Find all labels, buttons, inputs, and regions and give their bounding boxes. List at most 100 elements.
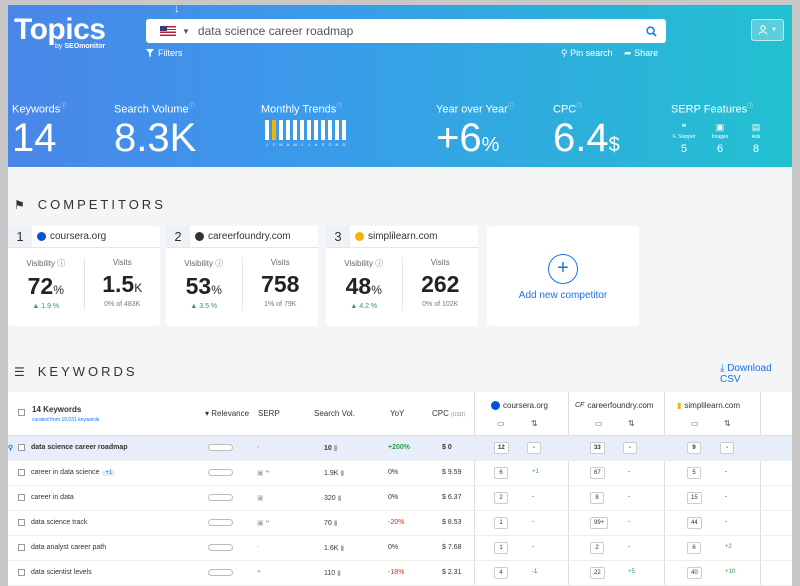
trend-month-label: A (314, 142, 318, 147)
visits-stat: Visits 262 0% of 102K (401, 258, 479, 310)
metric-cpc: CPCⓘ 6.4$ (553, 101, 620, 165)
relevance-column-header[interactable]: ▾ Relevance (205, 409, 250, 418)
keyword-text: career in data (31, 494, 74, 501)
competitor-card[interactable]: 1 coursera.org Visibility ⓘ 72% ▲ 1.9 % Visit… (8, 226, 160, 326)
domain-label: simplilearn.com (368, 231, 438, 242)
row-checkbox[interactable] (18, 469, 25, 476)
metric-keywords: Keywordsⓘ 14 (12, 101, 66, 158)
metric-unit: % (481, 133, 500, 156)
variant-badge[interactable]: +1 (102, 470, 116, 476)
yoy-column-header[interactable]: YoY (390, 409, 405, 418)
metric-value: 14 (12, 115, 57, 160)
keyword-cell[interactable]: data analyst career path (31, 544, 106, 551)
keyword-cell[interactable]: data science career roadmap (31, 444, 128, 451)
trend-month-label: F (272, 142, 276, 147)
stat-value: 72 (27, 273, 54, 299)
desktop-icon[interactable]: ▭ (691, 419, 699, 428)
us-flag-icon[interactable] (160, 26, 176, 36)
keyword-cell[interactable]: career in data (31, 494, 74, 501)
cpc-cell: $ 0 (442, 444, 452, 451)
stat-value: 262 (421, 271, 460, 297)
table-row[interactable]: career in data science +1 ▣ ❝ 1.9K ▮ 0% $ 9.5… (8, 461, 792, 486)
rank-change-cell: - (628, 544, 630, 550)
row-checkbox[interactable] (18, 569, 25, 576)
rank-cell: 6 (687, 542, 701, 554)
search-vol-value: 10 (324, 445, 332, 452)
row-checkbox[interactable] (18, 519, 25, 526)
desktop-icon[interactable]: ▭ (497, 419, 505, 428)
yoy-cell: -20% (388, 519, 405, 526)
stat-label: Visits (430, 258, 450, 267)
desktop-icon[interactable]: ▭ (595, 419, 603, 428)
row-checkbox[interactable] (18, 494, 25, 501)
serp-feature-count: 6 (716, 142, 724, 155)
competitor-card[interactable]: 3 simplilearn.com Visibility ⓘ 48% ▲ 4.2 % Vi… (326, 226, 478, 326)
sort-icon[interactable]: ⇅ (628, 419, 635, 428)
add-competitor-button[interactable]: + Add new competitor (487, 226, 639, 326)
download-csv-button[interactable]: ⤓ Download CSV (720, 363, 792, 385)
info-icon: ⓘ (60, 104, 67, 110)
trend-bar (342, 120, 346, 140)
stat-label: Visibility (184, 259, 213, 268)
keyword-cell[interactable]: data scientist levels (31, 569, 92, 576)
column-divider (760, 392, 761, 586)
relevance-bar (208, 469, 233, 476)
yoy-cell: 0% (388, 494, 399, 501)
serp-column-header[interactable]: SERP (258, 409, 280, 418)
stat-label: Visibility (26, 259, 55, 268)
pin-icon: ⚲ (561, 48, 568, 58)
trend-month-label: S (321, 142, 325, 147)
search-vol-cell: 1.9K ▮ (324, 469, 344, 477)
serp-feature-name: Images (711, 133, 729, 140)
search-vol-value: 1.6K (324, 545, 339, 552)
rank-change-cell: - (532, 519, 534, 525)
curated-link[interactable]: curated from 10,031 keywords (32, 417, 100, 423)
row-checkbox[interactable] (18, 544, 25, 551)
metric-label: Keywords (12, 103, 61, 116)
table-row[interactable]: career in data ▣ 320 ▮ 0% $ 6.37 2 - 8 - 15 - (8, 486, 792, 511)
search-vol-column-header[interactable]: Search Vol. (314, 409, 355, 418)
competitor-card[interactable]: 2 careerfoundry.com Visibility ⓘ 53% ▲ 3.5 %… (166, 226, 318, 326)
user-menu-button[interactable]: ▼ (751, 19, 784, 41)
pin-search-button[interactable]: ⚲ Pin search (561, 48, 613, 59)
trend-month-label: J (308, 142, 310, 147)
search-vol-cell: 70 ▮ (324, 519, 338, 527)
stat-label: Visibility (344, 259, 373, 268)
sort-icon[interactable]: ⇅ (531, 419, 538, 428)
rank-cell: 67 (590, 467, 605, 479)
table-row[interactable]: ⚲ data science career roadmap - 10 ▮ +200% $ … (8, 436, 792, 461)
table-row[interactable]: data analyst career path - 1.6K ▮ 0% $ 7.68 1… (8, 536, 792, 561)
stat-value: 48 (345, 273, 372, 299)
competitor-domain[interactable]: coursera.org (32, 226, 106, 247)
search-input[interactable]: data science career roadmap (197, 24, 354, 38)
stat-unit: % (371, 283, 382, 297)
sort-icon[interactable]: ⇅ (724, 419, 731, 428)
cpc-cell: $ 2.31 (442, 569, 462, 576)
stat-value: 758 (261, 271, 300, 297)
filters-button[interactable]: Filters (146, 48, 183, 58)
chevron-down-icon[interactable]: ▼ (182, 26, 190, 36)
select-all-checkbox[interactable] (18, 409, 25, 416)
competitor-column-header: coursera.org (491, 401, 548, 410)
keyword-cell[interactable]: career in data science +1 (31, 469, 116, 476)
competitor-domain[interactable]: careerfoundry.com (190, 226, 291, 247)
cpc-column-header[interactable]: CPC (USD) (432, 409, 465, 418)
serp-feature-name: F. Snippet (672, 133, 696, 140)
rank-change-cell: +10 (725, 569, 736, 575)
share-button[interactable]: ➦ Share (624, 48, 658, 59)
trend-bar (314, 120, 318, 140)
table-row[interactable]: data science track ▣ ❝ 70 ▮ -20% $ 8.53 1 - 99+… (8, 511, 792, 536)
trend-month-label: A (286, 142, 290, 147)
logo-tagline: by SEOmonitor (55, 43, 106, 50)
search-icon[interactable] (636, 19, 666, 43)
serp-feature-snippet: ❝ F. Snippet 5 (671, 122, 697, 155)
column-divider (568, 392, 569, 586)
search-bar[interactable]: ▼ data science career roadmap (146, 19, 666, 43)
table-row[interactable]: data scientist levels ❝ 110 ▮ -18% $ 2.31 4 -1… (8, 561, 792, 586)
keywords-heading: ☰ KEYWORDS (14, 364, 138, 379)
keyword-cell[interactable]: data science track (31, 519, 87, 526)
row-checkbox[interactable] (18, 444, 25, 451)
competitor-domain[interactable]: simplilearn.com (350, 226, 437, 247)
share-label: Share (634, 48, 659, 58)
keyword-text: data analyst career path (31, 544, 107, 551)
